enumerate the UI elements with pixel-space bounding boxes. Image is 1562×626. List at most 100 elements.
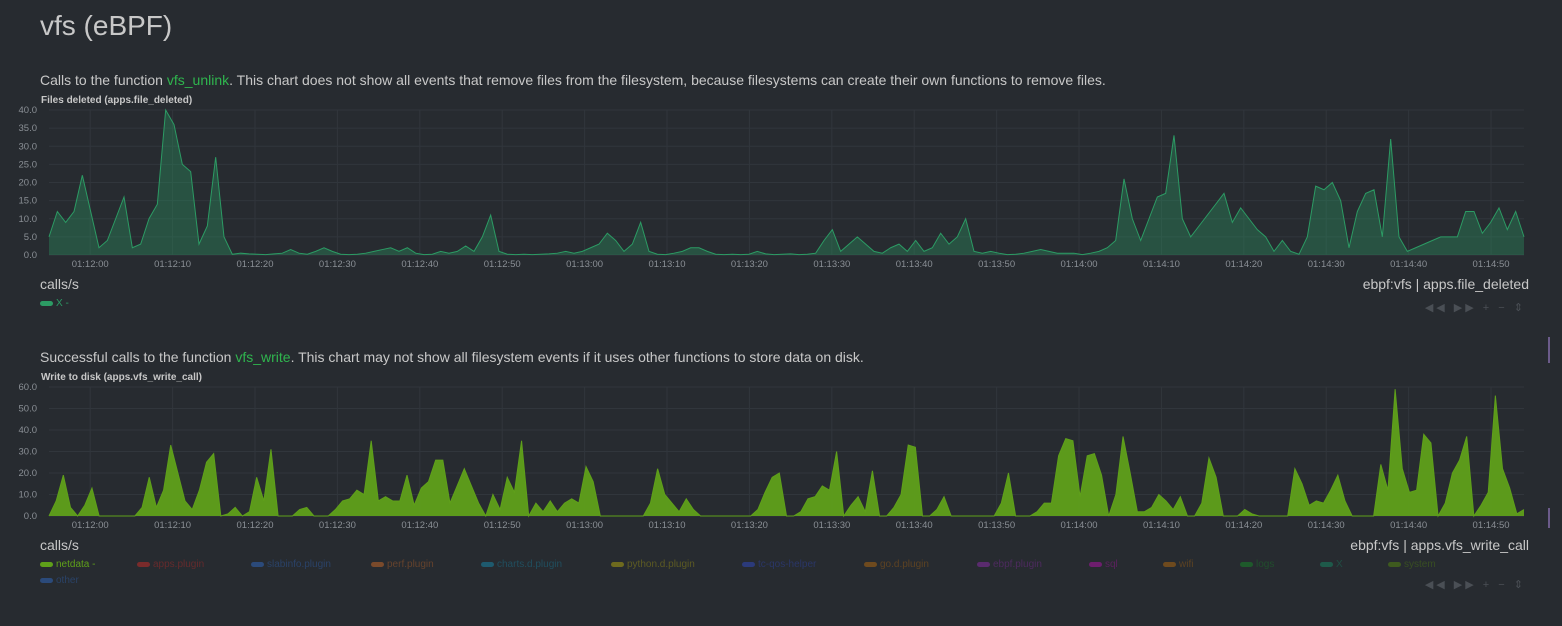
y-tick-label: 50.0 [19, 404, 38, 415]
legend-item[interactable]: netdata - [40, 559, 95, 570]
x-tick-label: 01:14:30 [1308, 259, 1345, 270]
legend-swatch [742, 561, 755, 567]
x-tick-label: 01:13:20 [731, 259, 768, 270]
legend-swatch [40, 561, 53, 567]
chart-context: ebpf:vfs | apps.vfs_write_call [1350, 537, 1529, 553]
legend-swatch [1388, 561, 1401, 567]
x-tick-label: 01:13:30 [813, 259, 850, 270]
legend-swatch [371, 561, 384, 567]
pan-right-icon[interactable]: ▶▶ [1453, 579, 1477, 591]
legend-item[interactable]: system [1388, 559, 1436, 570]
x-tick-label: 01:14:00 [1061, 520, 1098, 531]
description-text: Calls to the function [40, 72, 167, 88]
zoom-out-icon[interactable]: − [1498, 302, 1508, 314]
section-title: vfs (eBPF) [40, 10, 173, 41]
resize-handle-icon[interactable]: ⇕ [1513, 579, 1526, 591]
files-deleted-chart[interactable]: 0.0 5.0 10.0 15.0 20.0 25.0 30.0 35.0 40.0 01:12:… [0, 100, 1562, 275]
series-line [48, 108, 1525, 256]
series-area [49, 389, 1524, 516]
x-tick-label: 01:12:00 [72, 520, 109, 531]
legend-item[interactable]: logs [1240, 559, 1274, 570]
legend-label: charts.d.plugin [497, 559, 563, 570]
zoom-out-icon[interactable]: − [1498, 579, 1508, 591]
x-tick-label: 01:12:20 [237, 520, 274, 531]
legend-label: tc-qos-helper [758, 559, 817, 570]
legend-item[interactable]: ebpf.plugin [977, 559, 1042, 570]
y-tick-label: 15.0 [19, 196, 38, 207]
y-tick-label: 35.0 [19, 123, 38, 134]
chart-description-file-deleted: Calls to the function vfs_unlink. This c… [40, 72, 1106, 88]
chart-units: calls/s [40, 537, 79, 553]
pan-left-icon[interactable]: ◀◀ [1424, 302, 1448, 314]
write-to-disk-chart[interactable]: 0.0 10.0 20.0 30.0 40.0 50.0 60.0 01:12:00 01:12… [0, 380, 1562, 535]
legend-swatch [481, 561, 494, 567]
function-link-vfs-unlink[interactable]: vfs_unlink [166, 72, 230, 88]
legend-label: wifi [1179, 559, 1194, 570]
legend-item[interactable]: X - [40, 298, 69, 309]
legend-label: ebpf.plugin [993, 559, 1042, 570]
series-area [49, 110, 1524, 255]
y-tick-label: 10.0 [19, 214, 38, 225]
series-line [48, 389, 1525, 518]
x-tick-label: 01:14:00 [1061, 259, 1098, 270]
legend-item[interactable]: wifi [1163, 559, 1193, 570]
x-tick-label: 01:14:50 [1473, 520, 1510, 531]
legend-label: X [56, 298, 63, 309]
function-link-vfs-write[interactable]: vfs_write [235, 349, 291, 365]
x-tick-label: 01:12:20 [237, 259, 274, 270]
legend-item[interactable]: perf.plugin [371, 559, 434, 570]
legend-label: other [56, 575, 79, 586]
legend-swatch [611, 561, 624, 567]
y-tick-label: 40.0 [19, 425, 38, 436]
scroll-indicator [1548, 508, 1550, 528]
legend-label: sql [1105, 559, 1118, 570]
x-tick-label: 01:14:50 [1473, 259, 1510, 270]
x-tick-label: 01:14:40 [1390, 520, 1427, 531]
legend-label: go.d.plugin [880, 559, 929, 570]
pan-left-icon[interactable]: ◀◀ [1424, 579, 1448, 591]
zoom-in-icon[interactable]: + [1482, 579, 1493, 591]
x-tick-label: 01:13:40 [896, 259, 933, 270]
legend-label: slabinfo.plugin [267, 559, 331, 570]
chart-toolbox: ◀◀ ▶▶ + − ⇕ [1425, 301, 1526, 314]
x-tick-label: 01:12:40 [401, 520, 438, 531]
legend-item[interactable]: charts.d.plugin [481, 559, 562, 570]
legend-item[interactable]: other [40, 575, 79, 586]
legend-item[interactable]: sql [1089, 559, 1118, 570]
scroll-indicator [1548, 337, 1550, 363]
legend-item[interactable]: slabinfo.plugin [251, 559, 331, 570]
x-tick-label: 01:13:50 [978, 520, 1015, 531]
legend-value: - [89, 559, 96, 570]
x-tick-label: 01:14:10 [1143, 520, 1180, 531]
y-tick-label: 30.0 [19, 447, 38, 458]
legend-item[interactable]: apps.plugin [137, 559, 204, 570]
description-text: Successful calls to the function [40, 349, 236, 365]
legend-swatch [1320, 561, 1333, 567]
x-tick-label: 01:12:40 [401, 259, 438, 270]
x-tick-label: 01:14:10 [1143, 259, 1180, 270]
y-tick-label: 20.0 [19, 468, 38, 479]
y-tick-label: 30.0 [19, 141, 38, 152]
legend-item[interactable]: tc-qos-helper [742, 559, 816, 570]
legend-item[interactable]: go.d.plugin [864, 559, 929, 570]
chart-context: ebpf:vfs | apps.file_deleted [1362, 276, 1529, 292]
zoom-in-icon[interactable]: + [1482, 302, 1493, 314]
legend-item[interactable]: python.d.plugin [611, 559, 695, 570]
chart-toolbox: ◀◀ ▶▶ + − ⇕ [1425, 578, 1526, 591]
legend-swatch [977, 561, 990, 567]
resize-handle-icon[interactable]: ⇕ [1513, 302, 1526, 314]
description-text: . This chart does not show all events th… [229, 72, 1106, 88]
legend-label: netdata [56, 559, 90, 570]
y-tick-label: 10.0 [19, 490, 38, 501]
legend-label: X [1336, 559, 1343, 570]
x-tick-label: 01:14:20 [1225, 520, 1262, 531]
pan-right-icon[interactable]: ▶▶ [1453, 302, 1477, 314]
y-tick-label: 0.0 [24, 511, 37, 522]
description-text: . This chart may not show all filesystem… [290, 349, 864, 365]
legend-label: logs [1256, 559, 1275, 570]
chart-description-vfs-write: Successful calls to the function vfs_wri… [40, 349, 864, 365]
x-tick-label: 01:13:40 [896, 520, 933, 531]
y-tick-label: 40.0 [19, 105, 38, 116]
legend-item[interactable]: X [1320, 559, 1343, 570]
y-tick-label: 0.0 [24, 250, 37, 261]
